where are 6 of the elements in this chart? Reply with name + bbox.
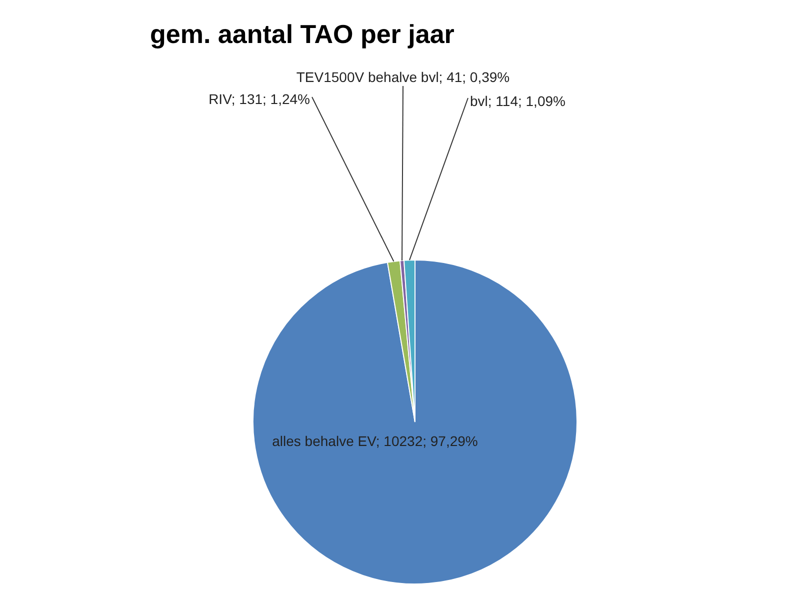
pie-slice <box>252 260 578 584</box>
slice-label: alles behalve EV; 10232; 97,29% <box>272 433 478 449</box>
slice-label: bvl; 114; 1,09% <box>470 93 566 109</box>
slice-label: TEV1500V behalve bvl; 41; 0,39% <box>296 69 510 85</box>
slice-label: RIV; 131; 1,24% <box>208 91 310 107</box>
chart-title: gem. aantal TAO per jaar <box>150 19 454 49</box>
